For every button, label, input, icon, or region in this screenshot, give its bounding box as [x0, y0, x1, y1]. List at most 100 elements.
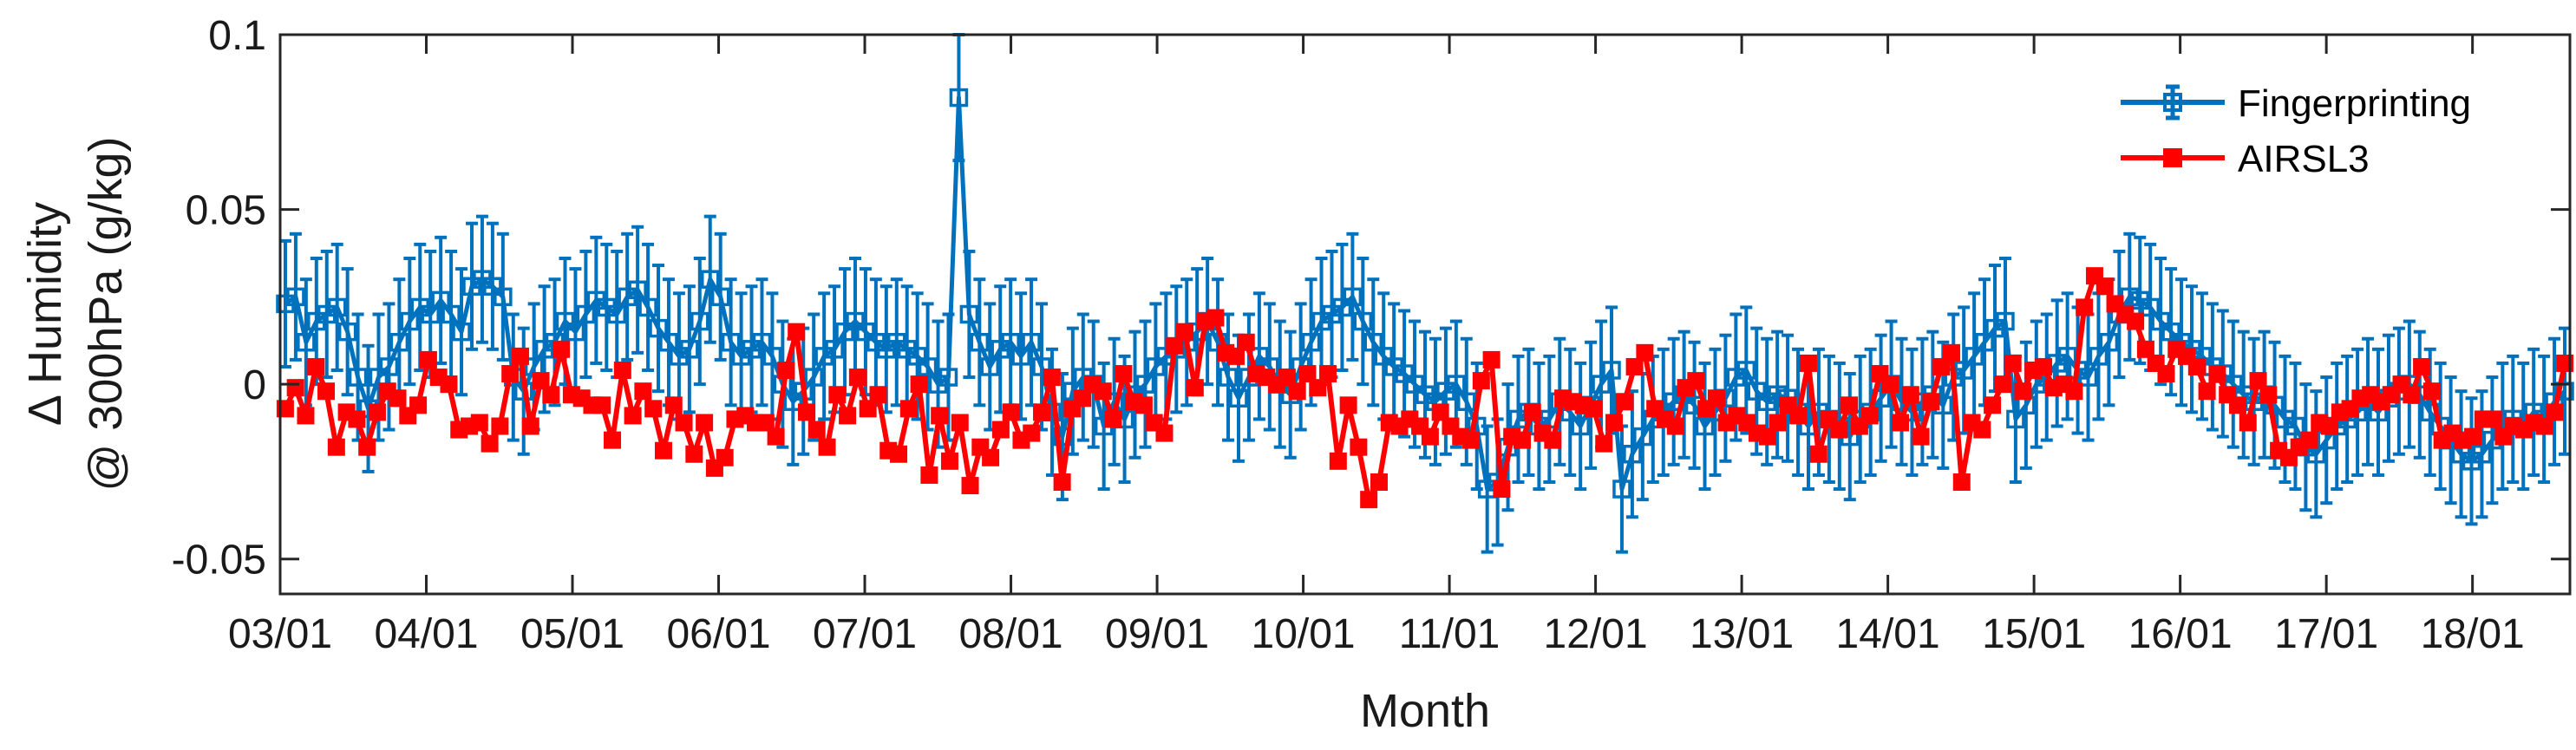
- data-point-fingerprinting: [783, 392, 803, 412]
- x-tick-label: 04/01: [374, 611, 478, 657]
- data-point-airsl3: [1053, 473, 1071, 491]
- data-point-fingerprinting: [286, 287, 305, 307]
- data-point-airsl3: [1605, 414, 1624, 432]
- data-point-airsl3: [2035, 357, 2053, 375]
- data-point-fingerprinting: [1695, 416, 1715, 436]
- data-point-airsl3: [1339, 396, 1357, 414]
- data-point-fingerprinting: [1135, 375, 1155, 394]
- data-point-airsl3: [818, 438, 836, 456]
- y-tick-label: -0.05: [172, 538, 266, 584]
- data-point-airsl3: [2127, 312, 2145, 330]
- data-point-airsl3: [2187, 357, 2206, 375]
- data-point-airsl3: [1830, 421, 1848, 439]
- data-point-airsl3: [409, 396, 428, 414]
- data-point-airsl3: [532, 372, 550, 390]
- data-point-airsl3: [286, 379, 304, 397]
- data-point-fingerprinting: [2078, 368, 2098, 387]
- x-tick-label: 13/01: [1690, 611, 1794, 657]
- data-point-fingerprinting: [1353, 311, 1373, 331]
- data-point-airsl3: [2136, 340, 2154, 358]
- data-point-fingerprinting: [752, 333, 772, 352]
- data-point-airsl3: [788, 323, 806, 341]
- data-point-airsl3: [1115, 365, 1133, 383]
- data-point-airsl3: [890, 445, 908, 463]
- data-point-airsl3: [2413, 357, 2431, 375]
- data-point-airsl3: [1237, 333, 1255, 351]
- data-point-airsl3: [1769, 414, 1787, 432]
- data-point-airsl3: [2004, 354, 2022, 372]
- legend: Fingerprinting AIRSL3: [2099, 69, 2515, 191]
- y-tick-label: 0: [243, 362, 266, 408]
- data-point-fingerprinting: [2057, 347, 2077, 366]
- x-tick-label: 14/01: [1836, 611, 1940, 657]
- data-point-airsl3: [317, 382, 336, 401]
- data-point-airsl3: [1860, 407, 1879, 425]
- data-point-fingerprinting: [1343, 287, 1363, 307]
- data-point-airsl3: [2239, 414, 2257, 432]
- data-point-fingerprinting: [297, 333, 316, 352]
- data-point-airsl3: [1901, 386, 1919, 404]
- data-point-fingerprinting: [337, 322, 357, 342]
- data-point-fingerprinting: [835, 322, 854, 342]
- data-point-fingerprinting: [1447, 375, 1466, 394]
- data-point-fingerprinting: [327, 297, 347, 317]
- x-tick-label: 10/01: [1252, 611, 1356, 657]
- data-point-fingerprinting: [825, 340, 844, 359]
- legend-entry-fingerprinting: Fingerprinting: [2121, 82, 2471, 125]
- data-point-fingerprinting: [1011, 347, 1030, 366]
- data-point-airsl3: [961, 477, 979, 495]
- data-point-airsl3: [1513, 431, 1531, 449]
- x-tick-label: 15/01: [1982, 611, 2086, 657]
- data-point-fingerprinting: [949, 88, 969, 108]
- data-point-fingerprinting: [2099, 333, 2119, 352]
- data-point-airsl3: [511, 347, 529, 365]
- data-point-airsl3: [1278, 368, 1296, 387]
- data-point-airsl3: [807, 421, 826, 439]
- data-point-airsl3: [1074, 389, 1092, 408]
- data-point-airsl3: [2546, 403, 2564, 421]
- data-point-airsl3: [991, 421, 1010, 439]
- data-point-airsl3: [1482, 350, 1500, 368]
- data-point-airsl3: [1585, 400, 1603, 418]
- data-point-fingerprinting: [959, 304, 979, 324]
- data-point-fingerprinting: [1395, 364, 1414, 383]
- data-point-airsl3: [1952, 473, 1971, 491]
- data-point-airsl3: [1421, 427, 1439, 446]
- x-tick-label: 18/01: [2421, 611, 2525, 657]
- data-point-fingerprinting: [1571, 416, 1590, 436]
- data-point-airsl3: [1615, 393, 1633, 411]
- data-point-airsl3: [2249, 372, 2267, 390]
- data-point-airsl3: [613, 362, 631, 379]
- data-point-airsl3: [1033, 403, 1051, 421]
- data-point-fingerprinting: [369, 368, 389, 387]
- data-point-fingerprinting: [1592, 375, 1611, 394]
- data-point-fingerprinting: [1229, 388, 1248, 408]
- data-point-fingerprinting: [1146, 357, 1166, 376]
- data-point-fingerprinting: [2285, 416, 2305, 436]
- data-point-fingerprinting: [1736, 361, 1756, 380]
- data-point-airsl3: [593, 396, 611, 414]
- data-point-airsl3: [696, 414, 714, 432]
- data-point-airsl3: [2422, 382, 2441, 401]
- data-point-airsl3: [634, 382, 652, 401]
- data-point-airsl3: [767, 427, 785, 446]
- data-point-airsl3: [2065, 382, 2083, 401]
- data-point-airsl3: [481, 434, 499, 453]
- data-point-airsl3: [2321, 417, 2339, 435]
- data-point-airsl3: [2014, 382, 2032, 401]
- data-point-airsl3: [848, 368, 866, 387]
- data-point-airsl3: [491, 417, 509, 435]
- data-point-airsl3: [777, 362, 795, 379]
- x-tick-label: 11/01: [1399, 611, 1500, 657]
- data-point-fingerprinting: [1996, 311, 2015, 331]
- data-point-airsl3: [2076, 298, 2094, 316]
- data-point-airsl3: [982, 448, 1000, 466]
- data-point-airsl3: [470, 414, 488, 432]
- x-tick-label: 08/01: [958, 611, 1062, 657]
- data-point-fingerprinting: [441, 304, 461, 324]
- data-point-airsl3: [1922, 393, 1940, 411]
- data-point-airsl3: [1636, 343, 1654, 362]
- y-tick-label: 0.05: [186, 188, 266, 234]
- data-point-airsl3: [1166, 336, 1184, 355]
- y-axis-title-line2: @ 300hPa (g/kg): [80, 136, 132, 491]
